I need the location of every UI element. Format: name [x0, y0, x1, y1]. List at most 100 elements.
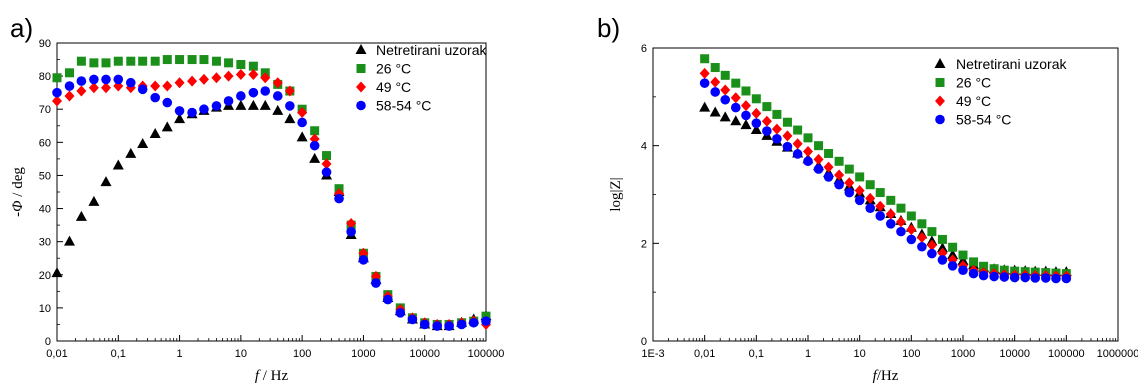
data-point — [834, 169, 845, 181]
data-point — [793, 125, 803, 135]
data-point — [64, 90, 75, 102]
data-point — [174, 113, 186, 124]
data-point — [885, 208, 896, 220]
data-point — [321, 158, 332, 170]
data-point — [51, 267, 63, 278]
data-point — [865, 203, 876, 213]
legend-label: 58-54 °C — [376, 98, 431, 114]
legend-label: 26 °C — [956, 75, 991, 91]
x-tick-label: 0,01 — [694, 348, 715, 360]
data-point — [1040, 273, 1051, 283]
data-point — [284, 113, 296, 124]
data-point — [854, 195, 865, 206]
x-tick-label: 10000 — [999, 348, 1030, 360]
data-point — [854, 185, 865, 197]
data-point — [149, 128, 161, 139]
data-point — [927, 227, 937, 237]
data-point — [64, 81, 75, 91]
data-point — [272, 91, 283, 101]
data-point — [720, 94, 731, 105]
data-point — [771, 123, 782, 135]
data-point — [844, 164, 854, 174]
legend: Netretirani uzorak 26 °C 49 °C 58-54 °C — [934, 56, 1067, 128]
data-point — [198, 73, 209, 85]
series-2 — [52, 55, 491, 329]
data-point — [174, 106, 185, 116]
x-axis-title: f / Hz — [255, 368, 289, 384]
data-point — [699, 78, 710, 88]
data-point — [813, 164, 824, 174]
data-point — [782, 117, 792, 127]
legend-label: 58-54 °C — [956, 112, 1011, 128]
data-point — [187, 75, 198, 87]
data-point — [936, 242, 948, 253]
legend-marker — [356, 81, 366, 93]
y-tick-label: 0 — [641, 336, 647, 348]
data-point — [211, 56, 221, 66]
data-point — [824, 148, 834, 158]
x-tick-label: 0,01 — [46, 348, 67, 360]
data-point — [113, 74, 124, 85]
x-axis-title-unit: /Hz — [877, 368, 899, 384]
x-tick-label: 100 — [293, 348, 311, 360]
data-point — [162, 55, 172, 65]
data-point — [926, 239, 937, 251]
data-point — [699, 101, 711, 112]
data-point — [52, 73, 62, 83]
data-point — [150, 92, 160, 103]
x-tick-label: 1E-3 — [641, 348, 664, 360]
series-1 — [51, 99, 492, 331]
data-point — [999, 272, 1010, 282]
data-point — [875, 211, 886, 221]
data-point — [947, 249, 959, 260]
data-point — [272, 77, 283, 89]
data-point — [297, 107, 308, 119]
data-point — [76, 85, 87, 97]
y-tick-label: 6 — [641, 43, 647, 55]
data-point — [844, 177, 855, 189]
data-point — [223, 70, 234, 82]
data-point — [150, 80, 161, 92]
data-point — [751, 118, 762, 129]
x-tick-label: 0,1 — [749, 348, 764, 360]
data-point — [875, 200, 886, 212]
y-tick-label: 50 — [39, 170, 51, 182]
data-point — [937, 255, 948, 265]
data-point — [762, 126, 772, 136]
data-point — [235, 99, 247, 110]
y-tick-label: 30 — [39, 237, 51, 249]
data-point — [917, 241, 927, 252]
data-point — [223, 96, 234, 106]
data-point — [917, 219, 927, 229]
data-point — [162, 97, 173, 108]
data-point — [792, 138, 803, 150]
y-axis-title-symbol: Φ — [10, 200, 26, 212]
data-point — [126, 56, 136, 66]
data-point — [187, 55, 197, 65]
data-point — [187, 107, 197, 118]
data-point — [456, 319, 467, 330]
data-point — [432, 321, 443, 331]
panel-label: b) — [597, 13, 620, 43]
data-point — [886, 195, 896, 205]
data-point — [730, 102, 741, 113]
data-point — [927, 248, 937, 259]
data-point — [89, 74, 99, 85]
data-point — [175, 55, 185, 65]
data-point — [969, 257, 979, 267]
data-point — [1030, 273, 1041, 283]
data-point — [906, 234, 917, 245]
data-point — [1009, 272, 1020, 283]
legend-marker — [935, 78, 945, 87]
data-point — [751, 107, 762, 119]
data-point — [101, 58, 111, 68]
data-point — [235, 68, 246, 80]
data-point — [958, 250, 968, 260]
data-point — [741, 86, 751, 96]
data-point — [772, 134, 782, 144]
data-point — [896, 226, 906, 237]
data-point — [100, 176, 112, 187]
data-point — [710, 87, 721, 97]
x-tick-label: 1 — [177, 348, 183, 360]
